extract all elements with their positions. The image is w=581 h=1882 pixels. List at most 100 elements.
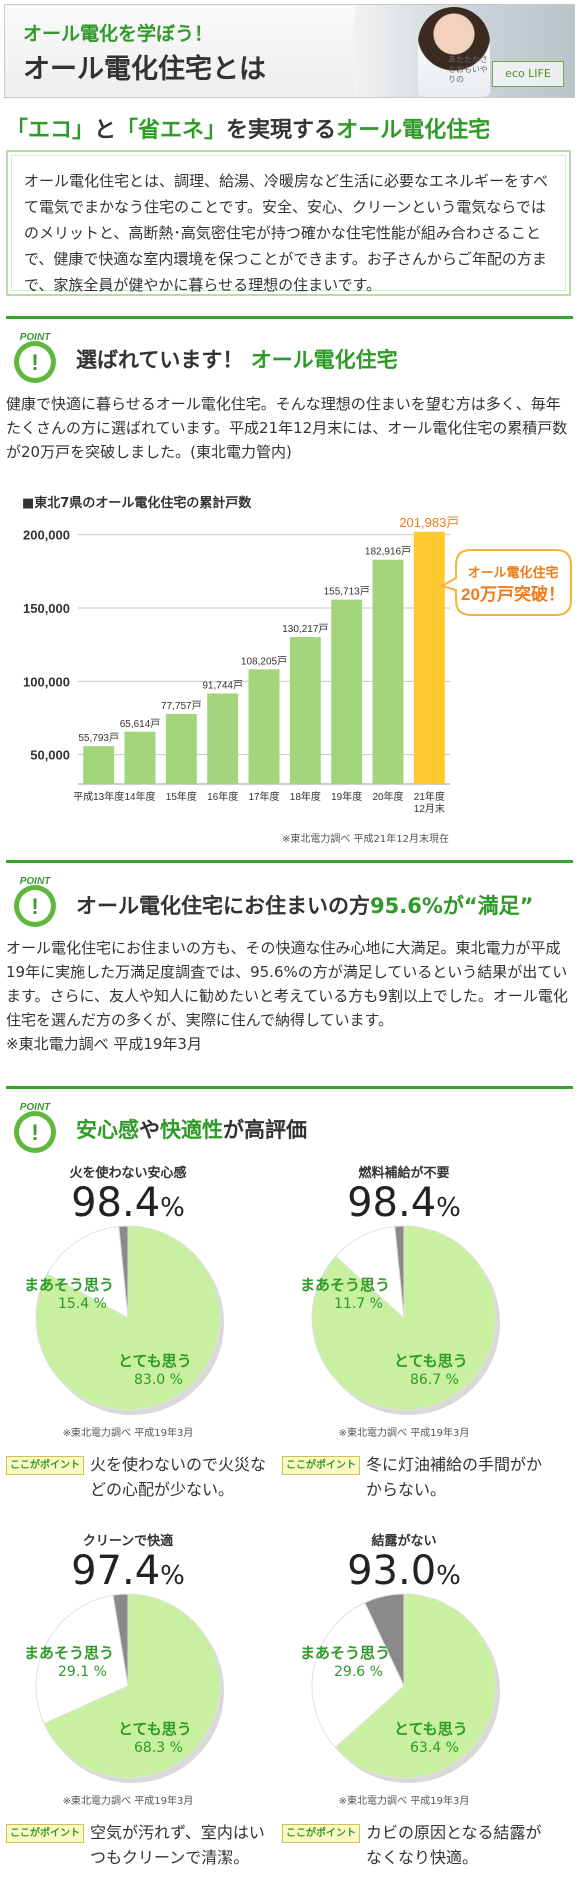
bar xyxy=(207,693,239,784)
label-maa: まあそう思う xyxy=(300,1644,391,1662)
x-tick-label: 平成13年度 xyxy=(73,790,124,803)
label-maa-value: 29.1 % xyxy=(58,1664,107,1680)
pie-total: 97.4% xyxy=(71,1548,185,1594)
pie-slice-other xyxy=(118,1225,129,1319)
bar-value-label: 155,713戸 xyxy=(324,586,370,598)
section-divider xyxy=(6,316,573,319)
svg-text:!: ! xyxy=(31,350,38,375)
x-tick-label: 12月末 xyxy=(414,802,445,815)
chart-note: ※東北電力調べ 平成21年12月末現在 xyxy=(282,834,450,845)
bar xyxy=(83,746,115,784)
bar xyxy=(413,531,445,784)
pie-slice-maa xyxy=(46,1225,129,1319)
point-badge: ここがポイント xyxy=(6,1824,84,1843)
bar xyxy=(248,669,280,784)
intro-heading: 「エコ」と「省エネ」を実現するオール電化住宅 xyxy=(6,118,491,143)
label-totemo: とても思う xyxy=(118,1720,192,1738)
point-icon: ! POINT xyxy=(14,876,56,927)
point-text: 空気が汚れず、室内はいつもクリーンで清潔。 xyxy=(90,1823,265,1867)
x-tick-label: 16年度 xyxy=(207,790,238,803)
page-header: オール電化を学ぼう！ オール電化住宅とは あたたかさとおもいやりの eco LI… xyxy=(4,4,575,98)
pie-note: ※東北電力調べ 平成19年3月 xyxy=(62,1796,194,1807)
label-totemo: とても思う xyxy=(394,1352,468,1370)
x-tick-label: 21年度 xyxy=(414,790,445,803)
callout-bubble xyxy=(439,549,572,616)
pie-title: 結露がない xyxy=(371,1534,437,1549)
label-maa: まあそう思う xyxy=(300,1276,391,1294)
pie-note: ※東北電力調べ 平成19年3月 xyxy=(338,1796,470,1807)
svg-text:POINT: POINT xyxy=(20,1102,51,1113)
x-tick-label: 19年度 xyxy=(331,790,362,803)
pie-note: ※東北電力調べ 平成19年3月 xyxy=(338,1428,470,1439)
pie xyxy=(35,1225,224,1415)
point-badge: ここがポイント xyxy=(282,1456,360,1475)
x-tick-label: 18年度 xyxy=(290,790,321,803)
point-badge: ここがポイント xyxy=(6,1456,84,1475)
woman-photo xyxy=(418,7,490,97)
section3-heading: 安心感や快適性が高評価 xyxy=(76,1118,307,1142)
label-maa: まあそう思う xyxy=(24,1276,115,1294)
bar-value-label: 65,614戸 xyxy=(120,718,161,730)
pie-slice-totemo xyxy=(334,1593,497,1779)
bar xyxy=(289,637,321,784)
svg-text:POINT: POINT xyxy=(20,876,51,887)
pie-title: 燃料補給が不要 xyxy=(358,1166,450,1181)
intro-box: オール電化住宅とは、調理、給湯、冷暖房など生活に必要なエネルギーをすべて電気でま… xyxy=(6,150,571,296)
svg-text:!: ! xyxy=(31,1120,38,1145)
y-tick-label: 150,000 xyxy=(23,601,70,616)
pie xyxy=(35,1593,224,1783)
x-tick-label: 17年度 xyxy=(248,790,279,803)
section2-text: オール電化住宅にお住まいの方も、その快適な住み心地に大満足。東北電力が平成19年… xyxy=(6,939,568,1029)
bar xyxy=(372,559,404,784)
label-totemo: とても思う xyxy=(394,1720,468,1738)
point-text: 冬に灯油補給の手間がかからない。 xyxy=(366,1455,543,1499)
label-maa: まあそう思う xyxy=(24,1644,115,1662)
chart-title: ■東北7県のオール電化住宅の累計戸数 xyxy=(22,496,252,511)
label-maa-value: 11.7 % xyxy=(334,1296,383,1312)
bar-value-label: 55,793戸 xyxy=(78,732,119,744)
point-badge: ここがポイント xyxy=(282,1824,360,1843)
x-tick-label: 15年度 xyxy=(166,790,197,803)
point-icon: ! POINT xyxy=(14,1102,56,1153)
pie-title: 火を使わない安心感 xyxy=(69,1166,187,1181)
bar-value-label: 91,744戸 xyxy=(202,679,243,691)
intro-text: オール電化住宅とは、調理、給湯、冷暖房など生活に必要なエネルギーをすべて電気でま… xyxy=(11,155,566,294)
callout-line2: 20万戸突破！ xyxy=(461,584,565,604)
pie xyxy=(311,1225,500,1415)
callout-line1: オール電化住宅 xyxy=(467,565,558,580)
svg-text:!: ! xyxy=(31,894,38,919)
bar-value-label: 201,983戸 xyxy=(399,515,459,530)
y-tick-label: 100,000 xyxy=(23,674,70,689)
label-totemo-value: 83.0 % xyxy=(134,1372,183,1388)
bar xyxy=(124,731,156,784)
point-text: 火を使わないので火災などの心配が少ない。 xyxy=(90,1455,267,1499)
x-tick-label: 14年度 xyxy=(124,790,155,803)
pie-slice-maa xyxy=(311,1602,405,1748)
pie-total: 98.4% xyxy=(71,1180,185,1226)
label-maa-value: 29.6 % xyxy=(334,1664,383,1680)
pie-slice-other xyxy=(112,1593,129,1687)
pie-slice-maa xyxy=(335,1225,405,1320)
label-totemo-value: 86.7 % xyxy=(410,1372,459,1388)
y-tick-label: 200,000 xyxy=(23,528,70,543)
pie-total: 93.0% xyxy=(347,1548,461,1594)
header-subtitle: オール電化を学ぼう！ xyxy=(23,23,214,45)
section1-heading: 選ばれています！ オール電化住宅 xyxy=(76,348,398,372)
bar xyxy=(165,713,197,784)
eco-life-logo: eco LIFE xyxy=(492,61,564,87)
bar-value-label: 182,916戸 xyxy=(365,546,411,558)
header-photo: あたたかさとおもいやりの eco LIFE xyxy=(354,5,574,97)
bar xyxy=(331,599,363,784)
point-icon: ! POINT xyxy=(14,332,56,383)
pie-slice-other xyxy=(394,1225,405,1319)
bar-value-label: 130,217戸 xyxy=(282,623,328,635)
bar-value-label: 108,205戸 xyxy=(241,655,287,667)
label-totemo: とても思う xyxy=(118,1352,192,1370)
section2-heading: オール電化住宅にお住まいの方95.6%が“満足” xyxy=(76,894,534,918)
bar-value-label: 77,757戸 xyxy=(161,700,202,712)
section-divider xyxy=(6,1086,573,1089)
x-tick-label: 20年度 xyxy=(372,790,403,803)
section2-note: ※東北電力調べ 平成19年3月 xyxy=(6,1035,202,1053)
pie-note: ※東北電力調べ 平成19年3月 xyxy=(62,1428,194,1439)
pie-slice-totemo xyxy=(43,1593,221,1779)
